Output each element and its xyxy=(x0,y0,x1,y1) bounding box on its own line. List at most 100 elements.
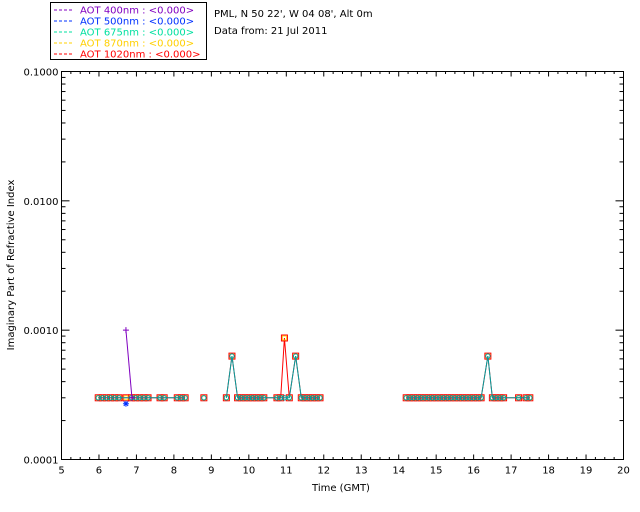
data-point xyxy=(410,395,417,401)
data-point xyxy=(122,327,129,334)
data-point xyxy=(485,353,491,359)
data-point xyxy=(414,395,421,401)
data-point-870nm xyxy=(282,335,287,341)
data-point xyxy=(493,395,499,401)
data-point xyxy=(292,353,299,359)
x-tick-label: 13 xyxy=(355,466,368,477)
data-point xyxy=(178,395,185,401)
data-point xyxy=(448,395,454,401)
data-point xyxy=(242,395,248,401)
data-point xyxy=(306,395,312,401)
data-point xyxy=(527,395,533,401)
data-point xyxy=(437,395,443,401)
x-tick-label: 20 xyxy=(617,466,630,477)
data-point xyxy=(298,395,304,401)
data-point xyxy=(440,395,447,401)
data-point xyxy=(429,395,436,401)
series-layer xyxy=(94,327,534,407)
data-point xyxy=(261,395,267,401)
data-point xyxy=(253,395,260,401)
series-line xyxy=(406,356,530,399)
location-info: PML, N 50 22', W 04 08', Alt 0m xyxy=(214,9,373,20)
data-point xyxy=(257,395,263,401)
legend-label: AOT 1020nm : <0.000> xyxy=(80,50,200,61)
y-tick-label: 0.0001 xyxy=(24,456,59,467)
x-tick-label: 16 xyxy=(467,466,480,477)
data-point xyxy=(489,395,496,401)
data-point xyxy=(459,395,466,401)
legend-box xyxy=(50,2,207,60)
y-tick-label: 0.1000 xyxy=(24,68,59,79)
series-line xyxy=(406,356,530,399)
data-point xyxy=(470,395,477,401)
data-point xyxy=(238,395,245,401)
legend-label: AOT 675nm : <0.000> xyxy=(80,28,194,39)
data-point xyxy=(455,395,462,401)
data-point xyxy=(280,334,288,342)
data-point xyxy=(145,395,151,401)
date-info: Data from: 21 Jul 2011 xyxy=(214,26,327,37)
legend: AOT 400nm : <0.000>AOT 500nm : <0.000>AO… xyxy=(50,2,207,61)
data-point xyxy=(116,395,122,401)
series-500nm xyxy=(122,400,129,407)
legend-label: AOT 870nm : <0.000> xyxy=(80,39,194,50)
data-point xyxy=(246,395,252,401)
y-tick-label: 0.0100 xyxy=(24,197,59,208)
x-tick-label: 7 xyxy=(133,466,139,477)
data-point xyxy=(478,395,484,401)
data-point xyxy=(201,395,207,401)
data-point xyxy=(452,395,458,401)
data-point xyxy=(497,395,503,401)
legend-label: AOT 500nm : <0.000> xyxy=(80,17,194,28)
data-point xyxy=(286,395,292,401)
data-point xyxy=(433,395,439,401)
x-tick-label: 19 xyxy=(580,466,593,477)
legend-label: AOT 400nm : <0.000> xyxy=(80,6,194,17)
data-point xyxy=(122,400,129,407)
data-point xyxy=(425,395,432,401)
data-point xyxy=(422,395,428,401)
series-675nm xyxy=(95,353,533,401)
series-line xyxy=(225,356,321,399)
data-point xyxy=(274,395,280,401)
data-point xyxy=(515,395,522,401)
x-tick-label: 8 xyxy=(171,466,177,477)
x-tick-label: 12 xyxy=(317,466,330,477)
x-tick-label: 18 xyxy=(542,466,555,477)
data-point xyxy=(277,395,284,401)
data-point xyxy=(467,395,473,401)
x-tick-label: 10 xyxy=(242,466,255,477)
data-point xyxy=(444,395,451,401)
plot-area xyxy=(61,71,624,460)
data-point xyxy=(474,395,481,401)
data-point xyxy=(200,394,208,402)
data-point xyxy=(317,395,323,401)
x-tick-label: 6 xyxy=(96,466,102,477)
data-point xyxy=(523,395,529,401)
x-tick-label: 11 xyxy=(280,466,293,477)
x-tick-label: 5 xyxy=(58,466,64,477)
x-axis-title: Time (GMT) xyxy=(311,483,370,494)
data-point xyxy=(418,395,424,401)
data-point xyxy=(161,395,167,401)
data-point xyxy=(463,395,469,401)
x-axis: 5 6 7 8 9 10 11 12 13 14 15 16 17 18 19 20 xyxy=(58,71,630,477)
series-line xyxy=(225,337,321,399)
data-point xyxy=(182,395,188,401)
series-1020nm xyxy=(94,334,534,402)
data-point xyxy=(249,395,256,401)
x-tick-label: 14 xyxy=(392,466,405,477)
data-point xyxy=(407,395,413,401)
data-point xyxy=(223,395,230,401)
data-point xyxy=(229,353,235,359)
data-point xyxy=(313,395,319,401)
series-400nm xyxy=(122,327,135,401)
data-point xyxy=(500,395,507,401)
data-point xyxy=(128,394,135,401)
x-tick-label: 17 xyxy=(505,466,518,477)
data-point xyxy=(403,395,409,401)
y-axis-title: Imaginary Part of Refractive Index xyxy=(6,180,17,351)
series-line xyxy=(125,330,133,398)
x-tick-label: 15 xyxy=(430,466,443,477)
y-axis: 0.0001 0.0010 0.0100 0.1000 xyxy=(24,68,624,467)
